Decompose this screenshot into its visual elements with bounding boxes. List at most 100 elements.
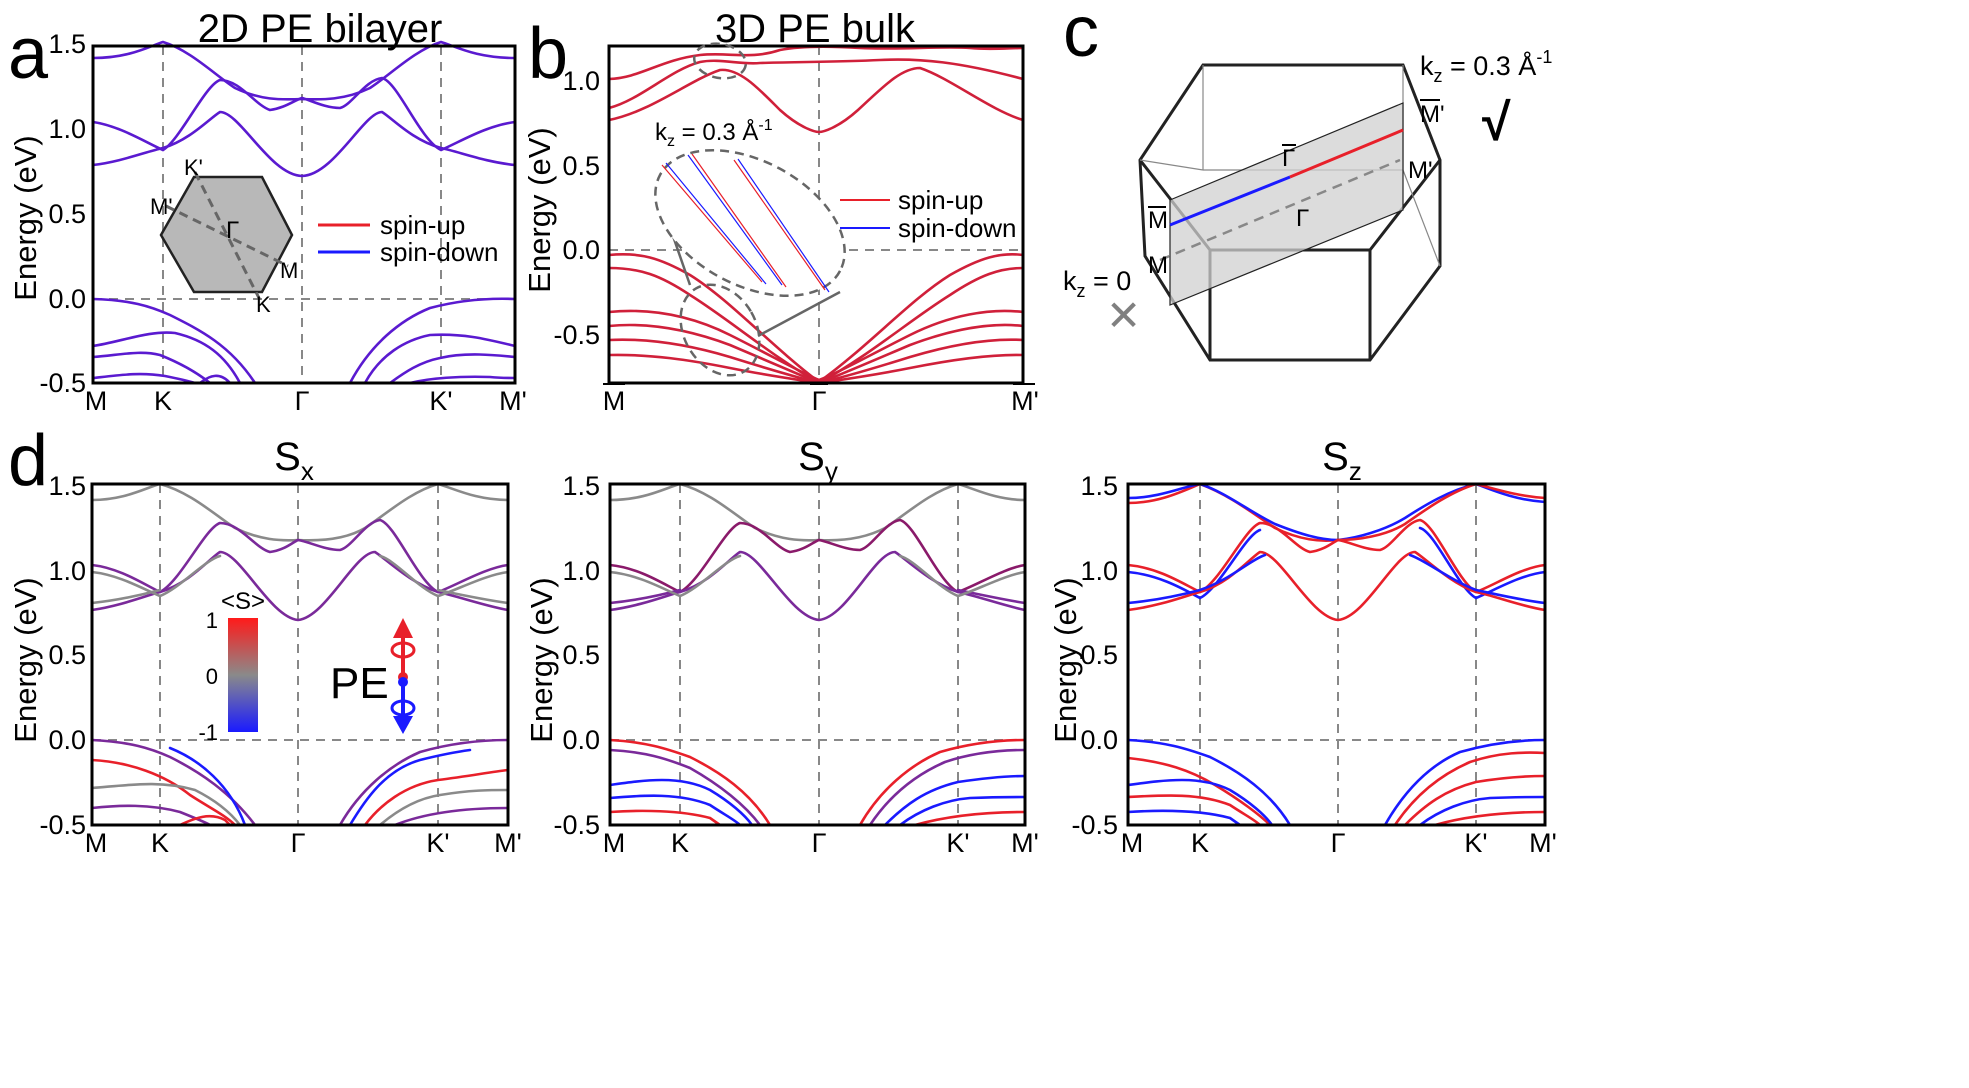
panel-a-legend: spin-up spin-down: [318, 210, 499, 267]
inset-label-kprime: K': [184, 155, 203, 180]
panel-c-letter: c: [1063, 0, 1099, 72]
spin-loop-up-icon: [390, 641, 416, 659]
zoom-connector: [757, 290, 841, 338]
band: [198, 374, 232, 385]
zoom-band-spin-down: [737, 158, 830, 293]
colorbar-title: <S>: [221, 588, 265, 615]
panel-b-xtick: M': [1011, 386, 1039, 416]
ytick: -0.5: [1071, 810, 1118, 840]
zoom-band-spin-down: [687, 154, 783, 286]
panel-a-letter: a: [8, 14, 49, 94]
ytick: 1.0: [1080, 556, 1118, 586]
band: [91, 331, 242, 385]
ytick: 0.0: [562, 725, 600, 755]
xtick: K: [671, 828, 689, 858]
band: [1126, 482, 1340, 542]
panel-b: b 3D PE bulk Energy (eV) 1.0 0.5 0.0 -0.…: [522, 7, 1039, 416]
band: [388, 353, 517, 385]
dipole-node: [398, 677, 408, 687]
sx-bands: [90, 482, 510, 827]
ytick: 0.0: [48, 725, 86, 755]
check-icon: √: [1482, 94, 1511, 152]
ytick: 0.5: [562, 640, 600, 670]
colorbar-tick: 0: [206, 664, 218, 689]
panel-c-label-m: M: [1148, 252, 1168, 279]
band: [883, 774, 1027, 827]
band: [90, 758, 237, 827]
panel-d: d Sx Energy (eV) 1.5 1.0 0.5 0.0 -0.5 M …: [8, 421, 1557, 858]
zoom-band-spin-down: [665, 162, 767, 285]
panel-a-hexagon-inset: K' M' Γ M K: [150, 155, 298, 317]
colorbar-tick: -1: [198, 720, 218, 745]
zoom-band-spin-up: [661, 164, 763, 283]
band: [90, 482, 510, 542]
panel-d-letter: d: [8, 421, 48, 501]
band: [178, 814, 232, 827]
ytick: 0.0: [1080, 725, 1118, 755]
panel-a-xtick: Γ: [295, 386, 310, 416]
legend-spin-down: spin-down: [898, 213, 1017, 243]
band: [91, 76, 517, 152]
panel-b-ytick: -0.5: [553, 320, 600, 350]
ytick: 0.5: [1080, 640, 1118, 670]
band: [608, 748, 762, 827]
panel-a-ylabel: Energy (eV): [8, 135, 43, 300]
legend-spin-down: spin-down: [380, 237, 499, 267]
ytick: 1.5: [48, 471, 86, 501]
xtick: Γ: [1331, 828, 1346, 858]
xtick: K': [946, 828, 969, 858]
band: [90, 588, 510, 605]
panel-d-sy: Sy Energy (eV) 1.5 1.0 0.5 0.0 -0.5 M K …: [524, 435, 1039, 858]
xtick: M: [603, 828, 626, 858]
band: [91, 351, 212, 385]
panel-a-ytick: 0.5: [48, 199, 86, 229]
inset-label-m: M: [280, 258, 298, 283]
panel-b-xtick: Γ: [812, 386, 827, 416]
m-path-line: [165, 204, 289, 268]
band: [913, 810, 1027, 827]
path-m-gamma: [1169, 175, 1291, 227]
prism-edge: [1368, 159, 1442, 251]
panel-b-ytick: 1.0: [562, 66, 600, 96]
panel-a-xtick: M': [499, 386, 527, 416]
band: [607, 58, 1025, 110]
panel-b-xticks: M Γ M': [603, 383, 1039, 416]
xtick: M': [1529, 828, 1557, 858]
spin-loop-down-icon: [390, 699, 416, 717]
band: [1126, 518, 1547, 594]
panel-d-sy-title: Sy: [798, 435, 838, 486]
panel-b-kz-label: kz = 0.3 Å-1: [655, 117, 773, 150]
inset-label-gamma: Γ: [226, 217, 239, 244]
cross-icon: ✕: [1106, 292, 1141, 339]
band: [608, 588, 1027, 605]
band: [608, 550, 1027, 622]
panel-a-ytick: 1.0: [48, 114, 86, 144]
panel-c-label-mbar: M: [1148, 207, 1168, 234]
arrow-down-icon: [393, 716, 413, 734]
xtick: K': [1464, 828, 1487, 858]
colorbar: <S> 1 0 -1: [198, 588, 265, 745]
panel-b-xtick: M: [603, 386, 626, 416]
band: [90, 554, 510, 598]
xtick: K: [1191, 828, 1209, 858]
xtick: K': [426, 828, 449, 858]
panel-b-letter: b: [528, 14, 568, 94]
band: [1126, 738, 1292, 827]
band: [91, 110, 517, 178]
xtick: Γ: [291, 828, 306, 858]
band: [608, 794, 742, 827]
band: [348, 748, 472, 827]
hexagonal-prism: [1138, 63, 1442, 362]
ytick: -0.5: [39, 810, 86, 840]
band: [608, 809, 722, 827]
band: [1126, 526, 1547, 600]
ytick: -0.5: [553, 810, 600, 840]
panel-c-kz-zero: kz = 0: [1063, 266, 1131, 301]
band: [868, 748, 1027, 827]
spin-dipole-icon: [390, 618, 416, 734]
ytick: 1.0: [48, 556, 86, 586]
band: [858, 738, 1027, 827]
band: [607, 309, 1025, 382]
panel-d-sz-frame: [1126, 482, 1547, 827]
